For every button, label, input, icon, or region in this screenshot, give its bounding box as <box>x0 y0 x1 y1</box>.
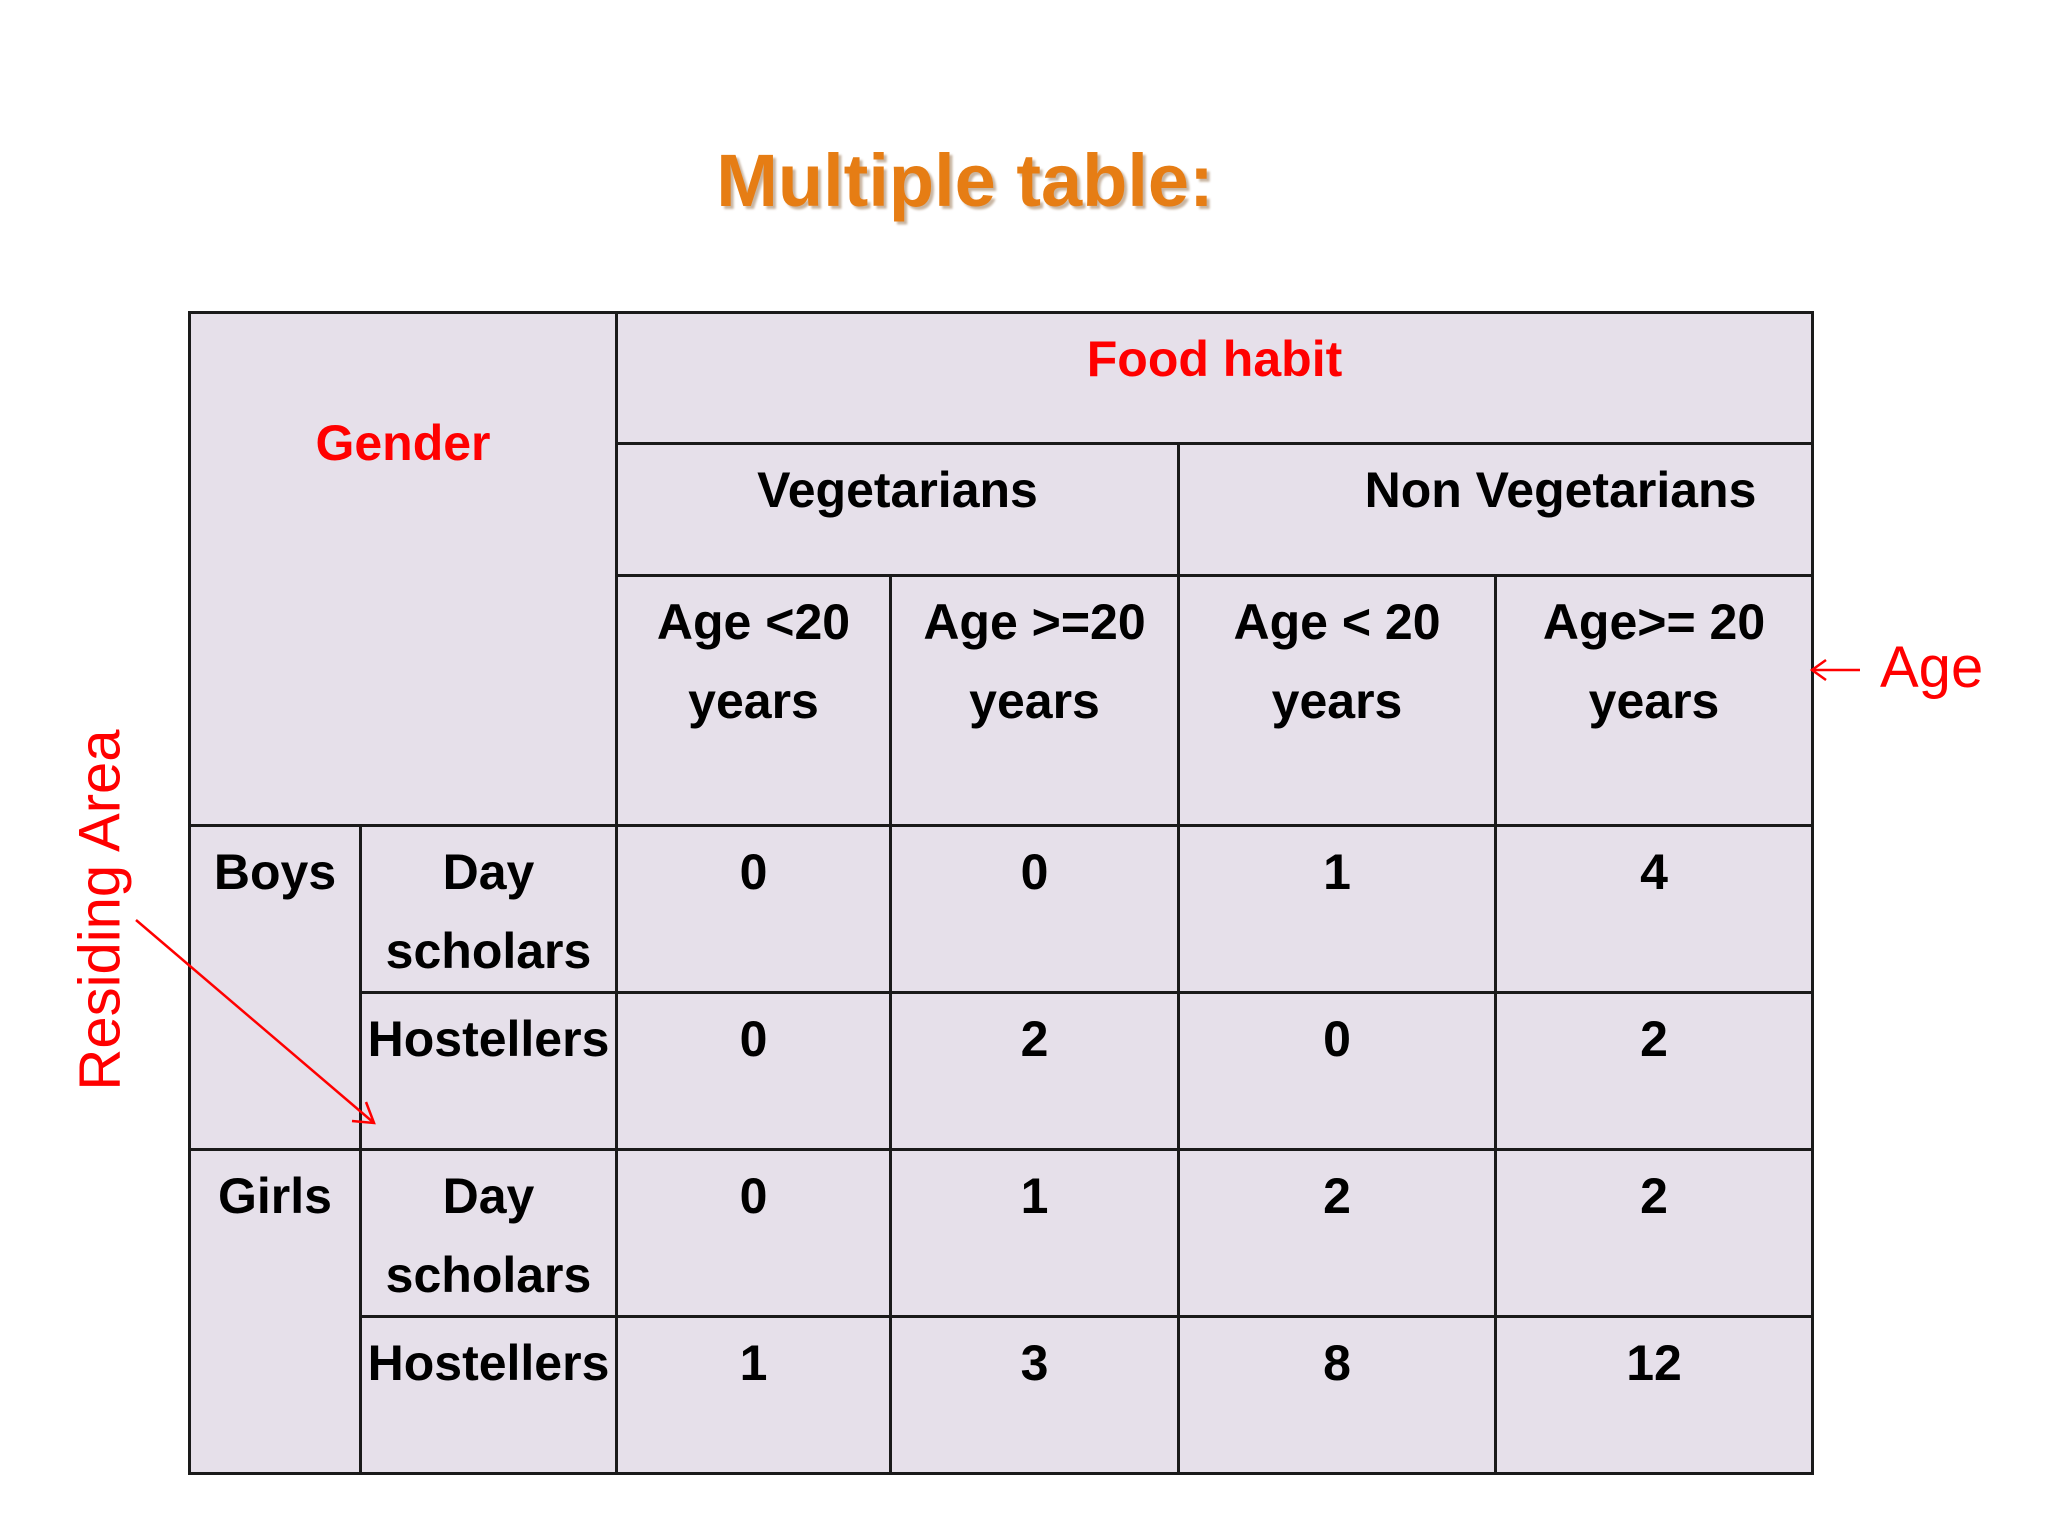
table-row: Hostellers 0 2 0 2 <box>190 991 1814 1151</box>
table-row: Hostellers 1 3 8 12 <box>190 1315 1814 1475</box>
gender-cell-boys: Boys <box>188 824 362 1151</box>
value-cell: 0 <box>615 1148 892 1318</box>
value-cell: 1 <box>889 1148 1180 1318</box>
value-cell: 2 <box>1494 1148 1814 1318</box>
residing-area-arrow <box>135 919 376 1125</box>
multiple-table: Gender Food habit Vegetarians Non Vegeta… <box>188 311 1814 1475</box>
group-header-vegetarians: Vegetarians <box>615 442 1180 577</box>
age-label: Age <box>1880 635 1984 700</box>
group-header-non-vegetarians: Non Vegetarians <box>1177 442 1814 577</box>
table-row: Girls Day scholars 0 1 2 2 <box>188 1148 1814 1475</box>
value-cell: 12 <box>1494 1315 1814 1475</box>
area-cell: Day scholars <box>359 824 618 994</box>
value-cell: 2 <box>1494 991 1814 1151</box>
value-cell: 8 <box>1177 1315 1497 1475</box>
value-cell: 0 <box>1177 991 1497 1151</box>
age-col-header: Age <20 years <box>615 574 892 827</box>
value-cell: 0 <box>889 824 1180 994</box>
value-cell: 1 <box>615 1315 892 1475</box>
value-cell: 3 <box>889 1315 1180 1475</box>
value-cell: 4 <box>1494 824 1814 994</box>
area-cell: Hostellers <box>359 991 618 1151</box>
age-col-header: Age < 20 years <box>1177 574 1497 827</box>
age-col-header: Age >=20 years <box>889 574 1180 827</box>
value-cell: 1 <box>1177 824 1497 994</box>
value-cell: 0 <box>615 991 892 1151</box>
age-arrow <box>1809 658 1860 682</box>
slide-title: Multiple table: <box>716 139 1214 222</box>
table-row: Boys Day scholars 0 0 1 4 <box>188 824 1814 1151</box>
age-col-header: Age>= 20 years <box>1494 574 1814 827</box>
gender-header: Gender <box>188 311 618 827</box>
gender-cell-girls: Girls <box>188 1148 362 1475</box>
area-cell: Hostellers <box>359 1315 618 1475</box>
food-habit-header: Food habit <box>615 311 1814 445</box>
area-cell: Day scholars <box>359 1148 618 1318</box>
value-cell: 2 <box>889 991 1180 1151</box>
value-cell: 0 <box>615 824 892 994</box>
value-cell: 2 <box>1177 1148 1497 1318</box>
